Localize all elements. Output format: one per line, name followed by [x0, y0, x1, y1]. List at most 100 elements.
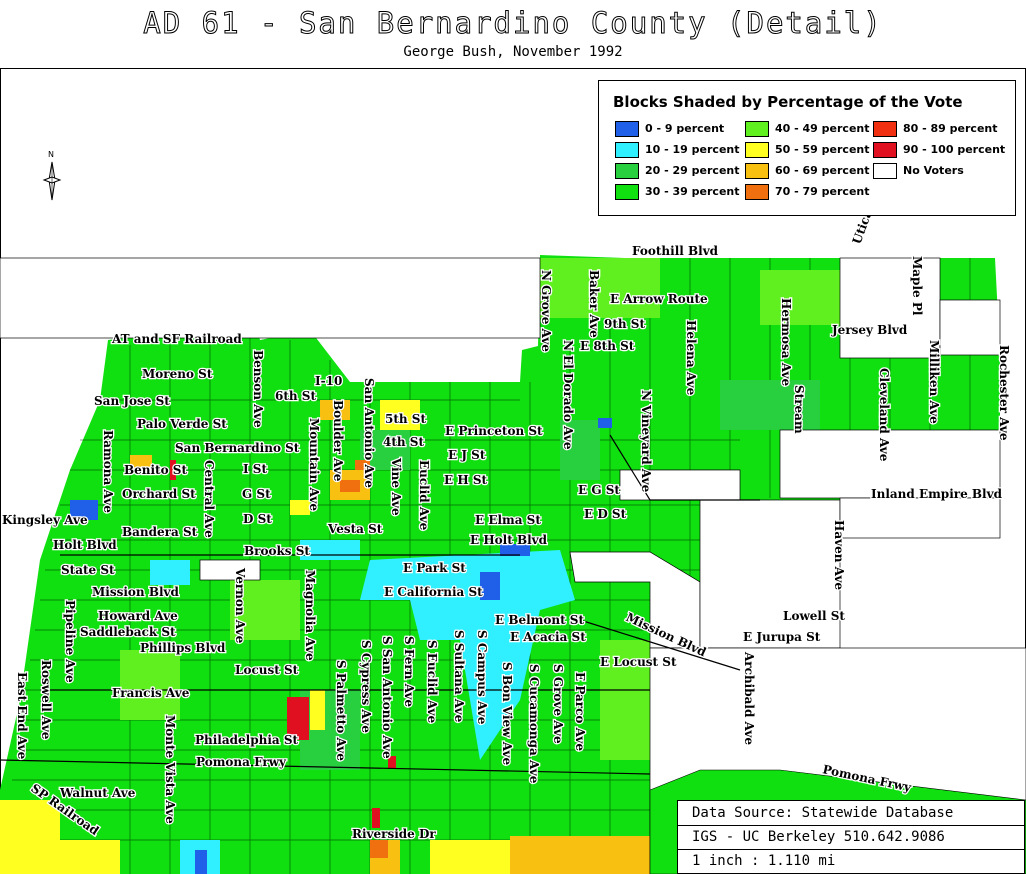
label-hermosa-ave: Hermosa Ave	[779, 298, 793, 387]
legend-swatch	[745, 142, 769, 158]
label-san-bernardino-st: San Bernardino St	[175, 441, 300, 455]
label-6th-st-west: 6th St	[275, 389, 316, 403]
label-e-california-st: E California St	[384, 585, 483, 599]
legend-swatch	[615, 163, 639, 179]
source-line-scale: 1 inch : 1.110 mi	[678, 849, 1024, 873]
label-palo-verde-st: Palo Verde St	[137, 417, 227, 431]
label-central-ave: Central Ave	[202, 460, 216, 538]
legend-label: 90 - 100 percent	[903, 143, 1006, 156]
label-walnut-ave: Walnut Ave	[59, 786, 136, 800]
label-monte-vista-ave: Monte Vista Ave	[163, 715, 177, 824]
legend-swatch	[745, 184, 769, 200]
legend-label: 30 - 39 percent	[645, 185, 740, 198]
label-helena-ave: Helena Ave	[684, 320, 698, 396]
label-at-sf-railroad: AT and SF Railroad	[111, 332, 242, 346]
label-lowell-st: Lowell St	[783, 609, 845, 623]
label-vernon-ave: Vernon Ave	[233, 567, 247, 644]
legend-swatch	[615, 142, 639, 158]
label-benito-st: Benito St	[124, 463, 187, 477]
legend-label: 70 - 79 percent	[775, 185, 870, 198]
map-subtitle: George Bush, November 1992	[403, 44, 623, 60]
source-line-igs: IGS - UC Berkeley 510.642.9086	[678, 825, 1024, 850]
label-euclid-ave: Euclid Ave	[417, 460, 431, 531]
label-mountain-ave: Mountain Ave	[307, 418, 321, 511]
legend-swatch	[745, 121, 769, 137]
label-n-vineyard-ave: N Vineyard Ave	[639, 390, 653, 493]
shade-70-79	[340, 460, 388, 858]
title-bar: AD 61 - San Bernardino County (Detail) G…	[0, 0, 1026, 69]
label-e-8th-st: E 8th St	[580, 339, 635, 353]
label-e-locust-st: E Locust St	[600, 655, 677, 669]
label-e-arrow-route: E Arrow Route	[610, 292, 708, 306]
label-howard-ave: Howard Ave	[98, 609, 178, 623]
legend-swatch	[873, 163, 897, 179]
precinct-map[interactable]: Foothill Blvd E Arrow Route 9th St E 8th…	[0, 69, 1026, 874]
north-label: N	[48, 150, 54, 159]
legend-label: 10 - 19 percent	[645, 143, 740, 156]
legend-label: 80 - 89 percent	[903, 122, 998, 135]
label-s-cypress-ave: S Cypress Ave	[359, 640, 373, 733]
legend-label: 50 - 59 percent	[775, 143, 870, 156]
label-e-holt-blvd: E Holt Blvd	[470, 533, 548, 547]
legend-swatch	[615, 184, 639, 200]
shade-no-voters	[0, 257, 1026, 874]
legend-title: Blocks Shaded by Percentage of the Vote	[613, 93, 963, 111]
label-4th-st-west: 4th St	[383, 435, 424, 449]
label-s-campus-ave: S Campus Ave	[475, 630, 489, 725]
label-e-g-st: E G St	[578, 483, 620, 497]
label-vesta-st: Vesta St	[327, 522, 383, 536]
label-kingsley-ave: Kingsley Ave	[2, 513, 88, 527]
label-haven-ave: Haven Ave	[832, 520, 846, 590]
shade-0-9	[70, 418, 612, 874]
label-d-st: D St	[243, 512, 272, 526]
compass-icon	[42, 161, 62, 201]
legend: Blocks Shaded by Percentage of the Vote …	[598, 80, 1016, 216]
label-state-st: State St	[61, 563, 115, 577]
label-s-fern-ave: S Fern Ave	[402, 636, 416, 707]
label-orchard-st: Orchard St	[122, 487, 196, 501]
legend-label: 0 - 9 percent	[645, 122, 725, 135]
label-magnolia-ave: Magnolia Ave	[303, 570, 317, 661]
label-baker-ave: Baker Ave	[587, 270, 601, 338]
legend-swatch	[745, 163, 769, 179]
label-s-palmetto-ave: S Palmetto Ave	[334, 660, 348, 761]
label-roswell-ave: Roswell Ave	[39, 660, 53, 740]
label-g-st: G St	[242, 487, 271, 501]
label-s-bon-view-ave: S Bon View Ave	[500, 662, 514, 765]
label-vine-ave: Vine Ave	[389, 457, 403, 516]
label-s-cucamonga-ave: S Cucamonga Ave	[527, 664, 541, 784]
label-bandera-st: Bandera St	[122, 525, 198, 539]
label-e-j-st: E J St	[448, 448, 486, 462]
label-philadelphia-st: Philadelphia St	[195, 733, 299, 747]
legend-swatch	[615, 121, 639, 137]
label-rochester-ave: Rochester Ave	[997, 345, 1011, 441]
label-benson-ave: Benson Ave	[251, 350, 265, 428]
label-n-grove-ave: N Grove Ave	[539, 270, 553, 352]
label-cleveland-ave: Cleveland Ave	[877, 368, 891, 462]
scale-text: 1 inch : 1.110 mi	[692, 853, 836, 869]
district-area	[0, 255, 1026, 874]
map-title: AD 61 - San Bernardino County (Detail)	[143, 6, 883, 41]
label-e-park-st: E Park St	[403, 561, 466, 575]
label-n-el-dorado-ave: N El Dorado Ave	[561, 340, 575, 450]
label-milliken-ave: Milliken Ave	[927, 340, 941, 424]
label-moreno-st: Moreno St	[142, 367, 213, 381]
label-stream: Stream	[792, 385, 806, 434]
legend-label: 20 - 29 percent	[645, 164, 740, 177]
label-pipeline-ave: Pipeline Ave	[63, 600, 77, 683]
legend-label: 60 - 69 percent	[775, 164, 870, 177]
label-brooks-st: Brooks St	[244, 544, 310, 558]
label-pomona-frwy-west: Pomona Frwy	[196, 755, 287, 769]
label-riverside-dr: Riverside Dr	[352, 827, 436, 841]
label-boulder-ave: Boulder Ave	[331, 400, 345, 482]
legend-swatch	[873, 121, 897, 137]
label-francis-ave: Francis Ave	[112, 686, 190, 700]
label-inland-empire-blvd: Inland Empire Blvd	[871, 487, 1003, 501]
data-source-text: Data Source: Statewide Database	[692, 805, 954, 821]
label-9th-st: 9th St	[604, 317, 645, 331]
label-e-h-st: E H St	[444, 473, 488, 487]
label-maple-pl: Maple Pl	[910, 256, 924, 316]
label-phillips-blvd: Phillips Blvd	[140, 641, 226, 655]
shade-50-59	[0, 400, 510, 874]
label-jersey-blvd: Jersey Blvd	[831, 323, 908, 337]
